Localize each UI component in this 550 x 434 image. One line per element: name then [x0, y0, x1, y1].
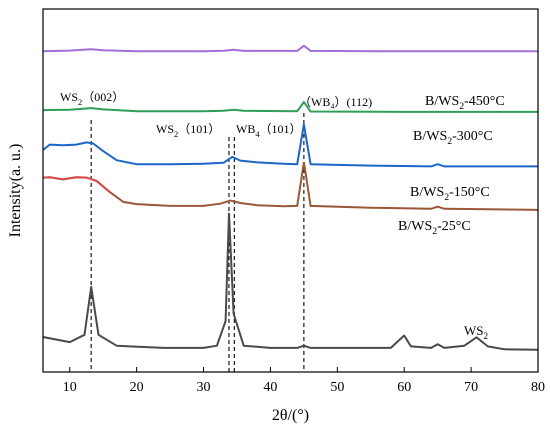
series-label-main: B/WS	[410, 185, 444, 200]
reference-lines	[90, 113, 305, 372]
reference-line-label-tail: （002）	[82, 90, 124, 104]
series-line	[42, 101, 538, 113]
reference-line-label-main: （WB₄）(112)	[299, 95, 372, 109]
series-label-tail: -300°C	[452, 129, 493, 144]
series-label: WS2	[464, 323, 489, 341]
reference-line-label: （WB₄）(112)	[299, 95, 372, 109]
x-tick-label: 10	[63, 380, 77, 395]
plot-frame	[42, 8, 539, 373]
x-tick-label: 40	[263, 380, 277, 395]
x-tick-label: 60	[397, 380, 411, 395]
series-label-tail: -25°C	[437, 219, 471, 234]
x-axis-ticks: 10 20 30 40 50 60 70 80	[63, 367, 545, 395]
series-label-tail: -450°C	[464, 94, 505, 109]
series-label-main: B/WS	[425, 94, 459, 109]
series-label-main: WS	[464, 323, 484, 338]
reference-line-label-tail: （101）	[178, 122, 220, 136]
series-line	[42, 44, 538, 53]
x-tick-label: 70	[464, 380, 478, 395]
series-lines	[42, 44, 539, 351]
series-label-main: B/WS	[398, 219, 432, 234]
series-label: B/WS2-450°C	[425, 94, 505, 112]
series-label: B/WS2-300°C	[413, 129, 493, 147]
reference-line-label-main: WS	[60, 90, 78, 104]
series-label: B/WS2-150°C	[410, 185, 490, 203]
series-label-subscript: 2	[447, 136, 452, 147]
series-label-subscript: 2	[444, 192, 449, 203]
series-label-subscript: 2	[459, 101, 464, 112]
reference-line-label: WS2（101）	[156, 122, 220, 139]
reference-line-label-main: WB	[236, 122, 255, 136]
series-label-subscript: 2	[432, 226, 437, 237]
series-label-subscript: 2	[484, 331, 489, 341]
series-label: B/WS2-25°C	[398, 219, 471, 237]
reference-line-label-subscript: 2	[78, 98, 82, 107]
x-tick-label: 20	[130, 380, 144, 395]
x-tick-label: 50	[330, 380, 344, 395]
series-line	[43, 176, 110, 194]
reference-line-label-subscript: 2	[174, 130, 178, 139]
series-line	[42, 212, 539, 351]
reference-line-label: WS2（002）	[60, 90, 124, 107]
series-label-tail: -150°C	[449, 185, 490, 200]
series-label-main: B/WS	[413, 129, 447, 144]
x-tick-label: 80	[531, 380, 545, 395]
x-axis-label: 2θ/(°)	[272, 407, 309, 424]
x-tick-label: 30	[197, 380, 211, 395]
chart-labels: WS2（002）WS2（101） WB4（101）（WB₄）(112) B/WS2-…	[60, 90, 505, 341]
series-line	[42, 123, 538, 168]
y-axis-label: Intensity(a. u.)	[7, 144, 24, 238]
reference-line-label-tail: （101）	[260, 122, 302, 136]
reference-line-label: WB4（101）	[236, 122, 302, 139]
reference-line-label-subscript: 4	[255, 130, 260, 139]
reference-line-label-main: WS	[156, 122, 174, 136]
